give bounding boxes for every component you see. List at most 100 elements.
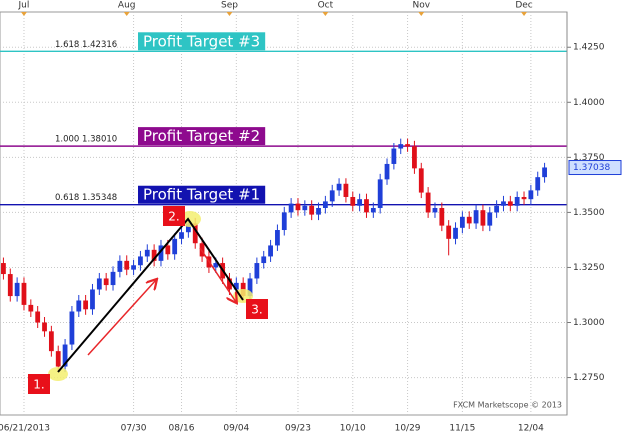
candle-body: [117, 260, 123, 272]
annotation: 3.: [251, 303, 262, 317]
candle-body: [480, 210, 486, 226]
month-label: Nov: [412, 1, 430, 11]
y-tick-label: 1.4250: [573, 43, 605, 53]
candle-body: [158, 245, 164, 261]
x-tick-label: 06/21/2013: [0, 424, 50, 434]
candle-body: [521, 196, 527, 200]
candle-body: [364, 199, 369, 213]
zigzag: [57, 217, 244, 373]
candle-body: [261, 256, 267, 264]
target-label: Profit Target #2: [143, 127, 260, 145]
candle-body: [316, 207, 321, 215]
candle-body: [398, 144, 404, 149]
candle-body: [131, 265, 136, 270]
month-tick: [123, 12, 130, 16]
candle-body: [302, 205, 308, 211]
candle-body: [192, 223, 198, 244]
candle-body: [7, 274, 13, 297]
candle-body: [96, 278, 102, 290]
month-label: Jul: [18, 1, 30, 11]
last-price-box: [568, 160, 622, 176]
y-tick-label: 1.4000: [573, 98, 605, 108]
month-tick: [521, 12, 528, 16]
candle-body: [21, 282, 27, 305]
candle-body: [446, 225, 452, 239]
annotation: 2.: [168, 210, 179, 224]
candle-body: [179, 232, 184, 239]
candle-body: [535, 177, 541, 191]
candle-body: [425, 192, 431, 213]
month-tick: [418, 12, 425, 16]
month-label: Oct: [318, 1, 334, 11]
candle-body: [329, 190, 335, 202]
candle-body: [542, 167, 547, 178]
candle-body: [336, 183, 342, 191]
month-tick: [322, 12, 329, 16]
x-tick-label: 09/04: [223, 424, 249, 434]
candle-body: [281, 212, 287, 231]
pattern: 1. 2. 3.: [28, 206, 268, 394]
x-tick-label: 10/29: [395, 424, 421, 434]
candle-body: [76, 300, 82, 312]
candle-body: [165, 245, 171, 255]
candle-body: [35, 311, 41, 323]
level-label: 0.618 1.35348: [55, 193, 117, 203]
candle-body: [83, 300, 89, 310]
level-label: 1.000 1.38010: [55, 135, 117, 145]
candle-body: [42, 322, 47, 332]
arrow: [199, 247, 236, 302]
candle-body: [213, 263, 219, 268]
candle-body: [494, 205, 500, 213]
x-tick-label: 11/15: [449, 424, 475, 434]
month-label: Aug: [118, 1, 136, 11]
month-tick: [20, 12, 27, 16]
annotation: 1.: [33, 378, 44, 392]
candle-body: [90, 289, 95, 310]
candle-body: [69, 311, 75, 345]
candle-body: [172, 238, 178, 255]
y-tick-label: 1.3000: [573, 318, 605, 328]
candle-body: [391, 148, 397, 164]
candle-body: [55, 351, 61, 367]
candle-body: [350, 196, 356, 206]
candle-body: [432, 207, 438, 213]
month-tick: [226, 12, 233, 16]
candle-body: [295, 203, 301, 211]
levels: 1.618 1.42316 Profit Target #3 1.000 1.380…: [0, 32, 567, 206]
candle-body: [405, 144, 410, 147]
y-tick-label: 1.3250: [573, 263, 605, 273]
candle-body: [233, 282, 239, 290]
x-tick-label: 12/04: [518, 424, 544, 434]
candle-body: [275, 230, 280, 246]
candle-body: [144, 249, 150, 257]
candle-body: [14, 282, 20, 297]
candle-body: [514, 196, 520, 206]
x-tick-label: 08/16: [169, 424, 195, 434]
candle-body: [412, 146, 417, 169]
target-box: [138, 32, 266, 51]
arrow: [87, 280, 156, 356]
month-label: Dec: [515, 1, 532, 11]
candles: [1, 138, 547, 373]
x-tick-label: 07/30: [121, 424, 147, 434]
candle-body: [185, 223, 191, 233]
candle-body: [459, 216, 465, 228]
y-tick-label: 1.2750: [573, 373, 605, 383]
candle-body: [227, 278, 232, 290]
candle-body: [528, 190, 534, 200]
target-box: [138, 127, 266, 146]
candle-body: [247, 278, 253, 297]
candle-body: [370, 207, 376, 213]
candle-body: [466, 216, 472, 224]
candle-body: [501, 201, 506, 206]
label-box: [28, 374, 50, 394]
target-box: [138, 185, 266, 204]
candle-body: [487, 212, 493, 226]
footer: FXCM Marketscope © 2013: [453, 401, 562, 410]
target-label: Profit Target #3: [143, 32, 260, 50]
candle-body: [110, 271, 116, 286]
candle-body: [343, 183, 349, 197]
x-tick-label: 09/23: [285, 424, 311, 434]
